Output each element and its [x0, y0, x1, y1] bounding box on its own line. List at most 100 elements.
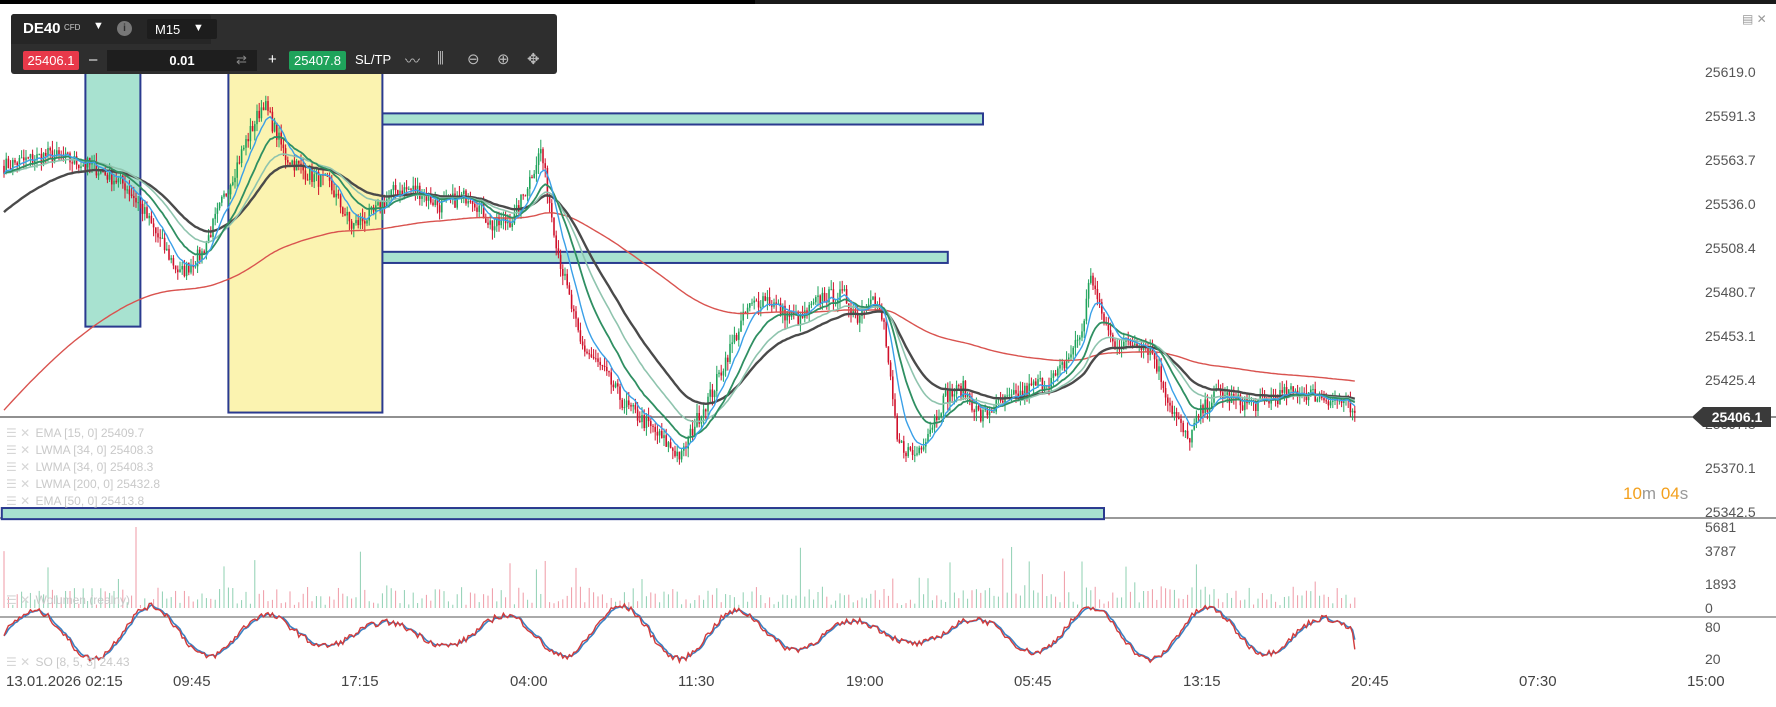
legend-item[interactable]: ☰ ✕ LWMA [34, 0] 25408.3	[6, 443, 153, 457]
candle-body	[1028, 383, 1030, 396]
candle-body	[188, 262, 190, 273]
legend-menu-icon[interactable]: ☰ ✕	[6, 426, 31, 440]
volume-bars	[3, 527, 1356, 608]
candle-body	[590, 354, 593, 357]
candle-body	[20, 157, 23, 159]
quantity-plus-button[interactable]: +	[268, 51, 277, 68]
symbol-dropdown-icon[interactable]: ▼	[93, 20, 104, 32]
candle-body	[1107, 324, 1110, 331]
candle-body	[786, 311, 788, 321]
move-icon[interactable]: ✥	[527, 51, 540, 68]
legend-text: LWMA [34, 0] 25408.3	[32, 443, 154, 457]
candle-body	[456, 195, 458, 208]
legend-menu-icon[interactable]: ☰ ✕	[6, 477, 31, 491]
candle-body	[201, 251, 203, 260]
candle-body	[482, 203, 485, 219]
candle-body	[632, 404, 634, 407]
volume-legend[interactable]: ☰ ✕ Wolumen (realny)	[6, 593, 130, 607]
chart-type-icon[interactable]: ⫼	[437, 50, 444, 67]
candle-body	[1288, 389, 1290, 398]
candle-body	[696, 413, 698, 427]
candle-body	[207, 235, 210, 243]
window-controls-icon[interactable]: ▤ ✕	[1742, 12, 1767, 26]
countdown-seconds: 04	[1660, 484, 1680, 503]
candle-body	[1208, 408, 1211, 413]
candle-body	[889, 362, 892, 377]
zoom-out-icon[interactable]: ⊖	[467, 51, 480, 68]
zone-1	[361, 250, 949, 264]
candle-body	[328, 176, 331, 181]
candle-body	[1197, 415, 1200, 417]
candle-body	[1063, 362, 1066, 369]
candle-body	[251, 125, 254, 132]
candle-body	[548, 195, 551, 204]
candle-body	[1123, 341, 1125, 347]
quantity-minus-button[interactable]: –	[89, 51, 98, 68]
legend-item[interactable]: ☰ ✕ LWMA [200, 0] 25432.8	[6, 477, 160, 491]
candle-body	[980, 409, 982, 422]
candle-body	[595, 358, 597, 360]
candle-body	[289, 162, 291, 165]
candle-body	[874, 296, 876, 305]
volume-tick-label: 5681	[1705, 519, 1737, 535]
candle-body	[564, 273, 566, 276]
candle-body	[493, 226, 496, 231]
candle-body	[905, 452, 907, 457]
sell-button[interactable]: 25406.1	[23, 51, 79, 70]
candle-body	[1019, 390, 1022, 399]
zone-0	[311, 112, 984, 126]
candle-body	[665, 435, 667, 447]
candle-body	[144, 207, 146, 214]
candle-body	[1013, 390, 1015, 395]
candle-body	[1281, 390, 1283, 393]
candle-body	[656, 431, 659, 436]
legend-menu-icon[interactable]: ☰ ✕	[6, 460, 31, 474]
sltp-button[interactable]: SL/TP	[355, 52, 392, 67]
candle-body	[914, 454, 916, 456]
indicators-icon[interactable]: 〰	[405, 53, 421, 70]
candle-body	[225, 193, 227, 196]
candle-body	[1094, 285, 1096, 289]
candle-body	[1074, 340, 1077, 348]
candle-body	[1017, 393, 1019, 399]
legend-menu-icon[interactable]: ☰ ✕	[6, 655, 31, 669]
candle-body	[760, 306, 762, 308]
symbol-type-label: CFD	[64, 23, 81, 32]
timeframe-select[interactable]: M15	[147, 19, 217, 39]
candle-countdown: 10m 04s	[1623, 484, 1688, 504]
candle-body	[647, 417, 650, 422]
candle-body	[25, 157, 27, 161]
legend-item[interactable]: ☰ ✕ EMA [15, 0] 25409.7	[6, 426, 144, 440]
zoom-in-icon[interactable]: ⊕	[497, 51, 510, 68]
candle-body	[1059, 364, 1061, 369]
candle-body	[689, 428, 692, 438]
legend-menu-icon[interactable]: ☰ ✕	[6, 593, 31, 607]
candle-body	[584, 345, 586, 352]
candle-body	[1259, 394, 1261, 400]
candle-body	[190, 265, 192, 273]
info-icon[interactable]: i	[117, 21, 132, 36]
candle-body	[599, 361, 601, 365]
candle-body	[680, 450, 683, 460]
candle-body	[1006, 395, 1008, 397]
symbol-label[interactable]: DE40	[23, 20, 61, 37]
lwma34-a-line	[3, 135, 1356, 439]
candle-body	[331, 180, 333, 191]
candle-body	[575, 311, 577, 319]
candle-body	[135, 198, 137, 203]
candle-body	[887, 346, 890, 363]
candle-body	[551, 203, 553, 218]
timeframe-dropdown-icon[interactable]: ▼	[193, 22, 204, 34]
candle-body	[139, 202, 142, 204]
so-legend[interactable]: ☰ ✕ SO [8, 5, 3] 24.43	[6, 655, 130, 669]
stochastic-lines	[3, 602, 1356, 665]
legend-menu-icon[interactable]: ☰ ✕	[6, 443, 31, 457]
candle-body	[1041, 377, 1044, 390]
quantity-input[interactable]: 0.01	[107, 50, 257, 71]
buy-button[interactable]: 25407.8	[289, 51, 346, 70]
legend-item[interactable]: ☰ ✕ LWMA [34, 0] 25408.3	[6, 460, 153, 474]
legend-menu-icon[interactable]: ☰ ✕	[6, 494, 31, 508]
cycle-icon[interactable]: ⇄	[236, 52, 247, 67]
legend-item[interactable]: ☰ ✕ EMA [50, 0] 25413.8	[6, 494, 144, 508]
